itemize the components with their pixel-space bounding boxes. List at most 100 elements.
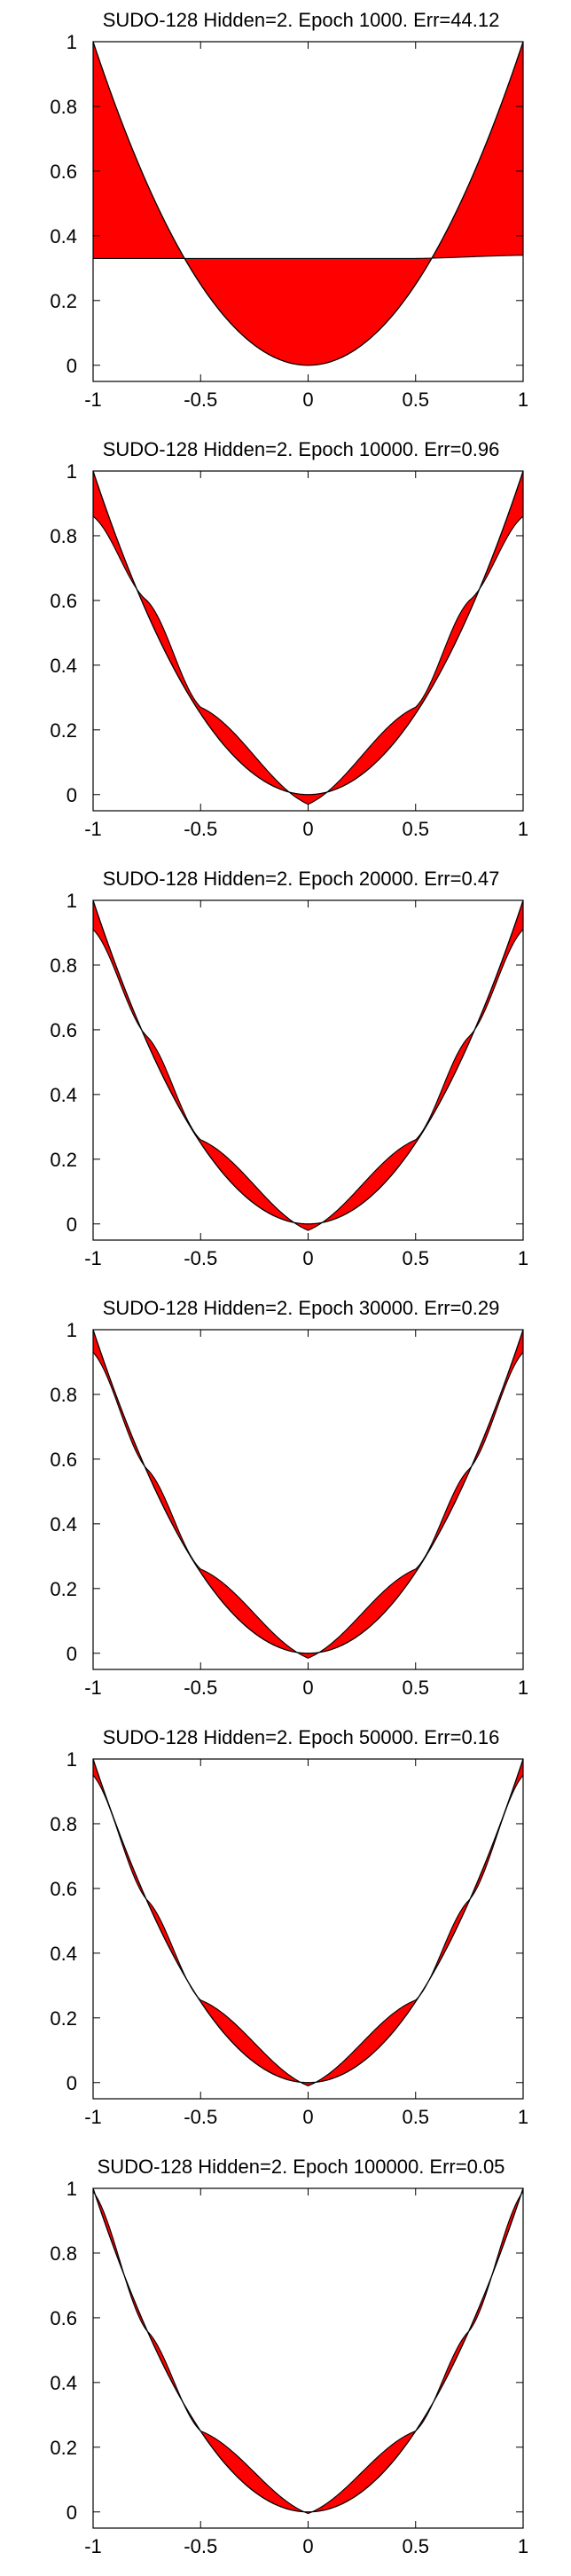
y-tick-label: 0.2 (50, 290, 77, 312)
x-tick-label: -0.5 (184, 1247, 217, 1269)
y-tick-label: 0.6 (50, 590, 77, 612)
x-tick-label: 1 (518, 1677, 528, 1699)
y-tick-label: 0.8 (50, 954, 77, 977)
chart-title: SUDO-128 Hidden=2. Epoch 10000. Err=0.96 (103, 438, 500, 460)
y-tick-label: 0.4 (50, 1943, 77, 1965)
y-tick-label: 0.8 (50, 96, 77, 118)
chart-title: SUDO-128 Hidden=2. Epoch 1000. Err=44.12 (103, 9, 500, 31)
y-tick-label: 0 (66, 784, 77, 806)
x-tick-label: -1 (84, 2106, 102, 2128)
x-tick-label: 0 (302, 2106, 313, 2128)
y-tick-label: 0.2 (50, 2437, 77, 2459)
plot-frame (92, 1329, 524, 1670)
y-tick-label: 0.2 (50, 1149, 77, 1171)
error-fill (93, 42, 523, 365)
network-output-curve (92, 515, 524, 805)
x-tick-label: 0 (302, 1677, 313, 1699)
x-tick-label: -0.5 (184, 389, 217, 411)
y-tick-label: 0 (66, 355, 77, 377)
error-fill (93, 2188, 523, 2514)
y-tick-label: 0 (66, 2501, 77, 2524)
target-curve (92, 2187, 524, 2513)
x-tick-label: 1 (518, 2106, 528, 2128)
x-tick-label: -0.5 (184, 1677, 217, 1699)
y-tick-label: 0 (66, 1643, 77, 1665)
y-tick-label: 0.4 (50, 225, 77, 247)
chart-panel: SUDO-128 Hidden=2. Epoch 100000. Err=0.0… (0, 2147, 571, 2576)
x-tick-label: -0.5 (184, 2535, 217, 2557)
y-tick-label: 0 (66, 1213, 77, 1236)
error-fill (93, 471, 523, 805)
y-tick-label: 0.8 (50, 1384, 77, 1406)
y-tick-label: 1 (66, 2178, 77, 2200)
network-output-curve (92, 1774, 524, 2087)
x-tick-label: -1 (84, 1247, 102, 1269)
chart-svg: SUDO-128 Hidden=2. Epoch 1000. Err=44.12… (50, 9, 528, 411)
network-output-curve (92, 1352, 524, 1659)
x-tick-label: 0.5 (402, 1247, 429, 1269)
y-tick-label: 0.8 (50, 2242, 77, 2265)
y-tick-label: 0.6 (50, 161, 77, 183)
x-tick-label: -1 (84, 389, 102, 411)
chart-svg: SUDO-128 Hidden=2. Epoch 20000. Err=0.47… (50, 868, 528, 1269)
chart-panel: SUDO-128 Hidden=2. Epoch 10000. Err=0.96… (0, 429, 571, 859)
y-tick-label: 1 (66, 1319, 77, 1341)
x-tick-label: 1 (518, 1247, 528, 1269)
x-tick-label: -1 (84, 818, 102, 840)
x-tick-label: 1 (518, 389, 528, 411)
chart-panel: SUDO-128 Hidden=2. Epoch 1000. Err=44.12… (0, 0, 571, 429)
target-curve (92, 899, 524, 1225)
x-tick-label: -0.5 (184, 818, 217, 840)
network-output-curve (92, 2191, 524, 2515)
x-tick-label: 0.5 (402, 2535, 429, 2557)
target-curve (92, 1329, 524, 1654)
y-tick-label: 0.2 (50, 719, 77, 742)
x-tick-label: 0 (302, 1247, 313, 1269)
y-tick-label: 0 (66, 2072, 77, 2094)
target-curve (92, 470, 524, 796)
plot-frame (92, 2187, 524, 2529)
y-tick-label: 0.2 (50, 2007, 77, 2030)
y-tick-label: 0.4 (50, 1513, 77, 1535)
chart-svg: SUDO-128 Hidden=2. Epoch 100000. Err=0.0… (50, 2156, 528, 2557)
chart-panel: SUDO-128 Hidden=2. Epoch 30000. Err=0.29… (0, 1288, 571, 1717)
y-tick-label: 0.6 (50, 1019, 77, 1041)
x-tick-label: 0 (302, 389, 313, 411)
x-tick-label: -1 (84, 2535, 102, 2557)
plot-frame (92, 1758, 524, 2100)
plot-frame (92, 470, 524, 812)
y-tick-label: 1 (66, 1748, 77, 1771)
chart-title: SUDO-128 Hidden=2. Epoch 20000. Err=0.47 (103, 868, 500, 890)
target-curve (92, 41, 524, 366)
chart-svg: SUDO-128 Hidden=2. Epoch 10000. Err=0.96… (50, 438, 528, 840)
x-tick-label: 0.5 (402, 2106, 429, 2128)
chart-panel: SUDO-128 Hidden=2. Epoch 20000. Err=0.47… (0, 859, 571, 1288)
y-tick-label: 0.4 (50, 655, 77, 677)
chart-title: SUDO-128 Hidden=2. Epoch 100000. Err=0.0… (98, 2156, 505, 2178)
y-tick-label: 0.4 (50, 1084, 77, 1106)
chart-svg: SUDO-128 Hidden=2. Epoch 50000. Err=0.16… (50, 1726, 528, 2128)
y-tick-label: 0.6 (50, 1449, 77, 1471)
y-tick-label: 0.6 (50, 2307, 77, 2329)
chart-svg: SUDO-128 Hidden=2. Epoch 30000. Err=0.29… (50, 1297, 528, 1699)
chart-title: SUDO-128 Hidden=2. Epoch 50000. Err=0.16 (103, 1726, 500, 1748)
y-tick-label: 0.2 (50, 1578, 77, 1600)
y-tick-label: 0.8 (50, 1813, 77, 1835)
x-tick-label: 0.5 (402, 1677, 429, 1699)
chart-panel: SUDO-128 Hidden=2. Epoch 50000. Err=0.16… (0, 1717, 571, 2147)
y-tick-label: 1 (66, 460, 77, 483)
y-tick-label: 1 (66, 890, 77, 912)
chart-title: SUDO-128 Hidden=2. Epoch 30000. Err=0.29 (103, 1297, 500, 1319)
x-tick-label: 0.5 (402, 389, 429, 411)
y-tick-label: 1 (66, 31, 77, 53)
y-tick-label: 0.4 (50, 2372, 77, 2394)
network-output-curve (92, 929, 524, 1231)
x-tick-label: -0.5 (184, 2106, 217, 2128)
y-tick-label: 0.8 (50, 525, 77, 547)
x-tick-label: 1 (518, 818, 528, 840)
x-tick-label: 0 (302, 2535, 313, 2557)
x-tick-label: -1 (84, 1677, 102, 1699)
error-fill (93, 1759, 523, 2086)
y-tick-label: 0.6 (50, 1878, 77, 1900)
